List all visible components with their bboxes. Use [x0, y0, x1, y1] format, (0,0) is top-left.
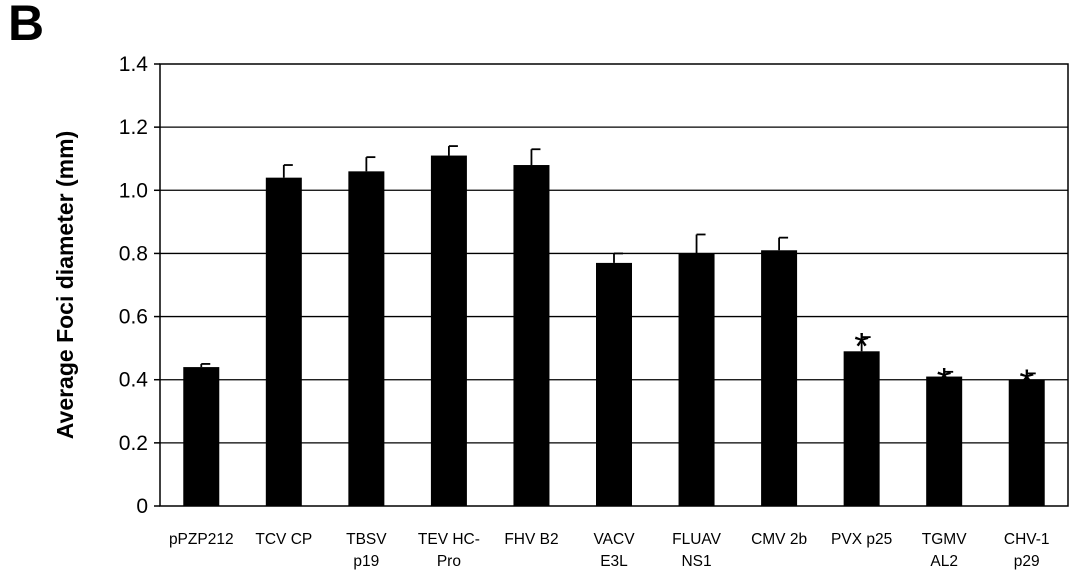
- x-tick-label: FHV B2: [504, 531, 558, 548]
- x-tick-label: PVX p25: [831, 531, 892, 548]
- significance-star: *: [854, 326, 869, 368]
- bar: [596, 262, 632, 506]
- x-tick-label: p29: [1014, 553, 1040, 570]
- x-tick-label: AL2: [930, 553, 958, 570]
- bar: [843, 351, 880, 506]
- y-tick-label: 0.2: [119, 432, 148, 455]
- y-tick-label: 1.0: [119, 179, 148, 202]
- x-tick-label: TCV CP: [255, 531, 312, 548]
- bar: [513, 165, 550, 506]
- x-tick-label: E3L: [600, 553, 628, 570]
- y-tick-label: 0.6: [119, 306, 148, 329]
- x-tick-label: p19: [353, 553, 379, 570]
- x-tick-label: VACV: [593, 531, 635, 548]
- x-tick-label: CMV 2b: [751, 531, 807, 548]
- x-tick-label: pPZP212: [169, 531, 234, 548]
- bar: [761, 250, 798, 506]
- bar: [430, 155, 467, 507]
- x-tick-label: NS1: [681, 553, 711, 570]
- bar: [926, 376, 963, 506]
- x-tick-label: FLUAV: [672, 531, 721, 548]
- y-tick-label: 0.4: [119, 369, 149, 392]
- significance-star: *: [1019, 362, 1034, 404]
- x-tick-label: Pro: [437, 553, 461, 570]
- significance-star: *: [937, 361, 952, 403]
- bar: [265, 177, 302, 506]
- x-tick-label: TBSV: [346, 531, 387, 548]
- y-axis-label: Average Foci diameter (mm): [52, 131, 78, 439]
- bar: [1008, 379, 1045, 506]
- y-tick-label: 0: [136, 495, 148, 518]
- bar: [678, 253, 715, 506]
- panel-label: B: [8, 0, 45, 51]
- x-tick-label: TGMV: [922, 531, 967, 548]
- x-tick-label: CHV-1: [1004, 531, 1050, 548]
- bar: [183, 367, 220, 506]
- x-tick-label: TEV HC-: [418, 531, 480, 548]
- y-tick-label: 1.4: [119, 53, 149, 76]
- y-tick-label: 1.2: [119, 116, 148, 139]
- y-tick-label: 0.8: [119, 242, 148, 265]
- bar: [348, 171, 385, 507]
